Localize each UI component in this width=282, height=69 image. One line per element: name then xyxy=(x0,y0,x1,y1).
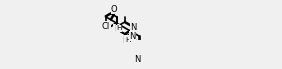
Text: N: N xyxy=(129,32,136,41)
Text: H: H xyxy=(116,25,122,31)
Text: N: N xyxy=(122,36,129,45)
Text: H: H xyxy=(125,37,130,43)
Text: Cl: Cl xyxy=(102,22,110,31)
Text: N: N xyxy=(134,55,141,64)
Text: O: O xyxy=(111,5,118,14)
Text: N: N xyxy=(114,24,120,33)
Text: N: N xyxy=(131,23,137,32)
